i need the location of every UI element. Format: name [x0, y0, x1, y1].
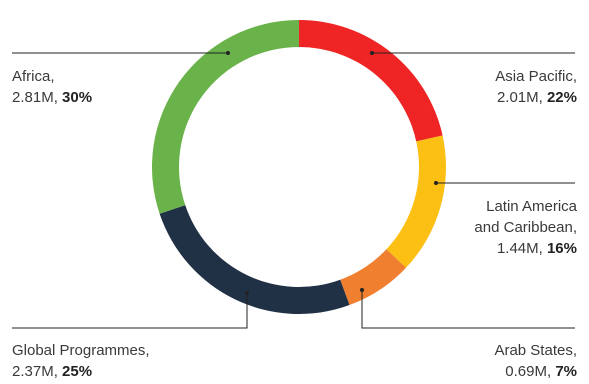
label-global-programmes-value: 2.37M, — [12, 363, 63, 380]
label-arab-states-values: 0.69M, 7% — [494, 361, 577, 382]
label-latin-america-value: 1.44M, — [496, 240, 547, 257]
label-asia-pacific-name: Asia Pacific, — [495, 68, 577, 85]
label-arab-states-name: Arab States, — [494, 342, 577, 359]
label-asia-pacific-value: 2.01M, — [496, 89, 547, 106]
label-arab-states-pct: 7% — [555, 363, 577, 380]
label-africa: Africa, 2.81M, 30% — [12, 66, 92, 108]
slice-asia-pacific — [299, 20, 443, 142]
leader-dot-arab-states — [360, 288, 364, 292]
label-latin-america-pct: 16% — [546, 240, 577, 257]
label-global-programmes: Global Programmes, 2.37M, 25% — [12, 340, 150, 382]
label-arab-states: Arab States, 0.69M, 7% — [494, 340, 577, 382]
slice-arab-states — [340, 249, 407, 306]
label-latin-america-values: 1.44M, 16% — [474, 238, 577, 259]
label-global-programmes-pct: 25% — [62, 363, 93, 380]
leader-dot-latin-america — [434, 181, 438, 185]
label-global-programmes-name: Global Programmes, — [12, 342, 150, 359]
label-arab-states-value: 0.69M, — [505, 363, 556, 380]
label-asia-pacific: Asia Pacific, 2.01M, 22% — [495, 66, 577, 108]
label-africa-pct: 30% — [62, 89, 93, 106]
leader-dot-africa — [226, 51, 230, 55]
slice-africa — [152, 20, 299, 214]
label-global-programmes-values: 2.37M, 25% — [12, 361, 150, 382]
leader-line-global-programmes — [12, 293, 248, 329]
label-africa-value: 2.81M, — [12, 89, 63, 106]
label-latin-america: Latin America and Caribbean, 1.44M, 16% — [474, 196, 577, 259]
label-asia-pacific-values: 2.01M, 22% — [495, 87, 577, 108]
slice-latin-america — [386, 135, 446, 268]
label-latin-america-name-line2: and Caribbean, — [474, 219, 577, 236]
leader-dot-global-programmes — [245, 291, 249, 295]
leader-line-arab-states — [361, 290, 575, 329]
label-latin-america-name-line1: Latin America — [486, 198, 577, 215]
slice-global-programmes — [159, 205, 350, 314]
label-africa-name: Africa, — [12, 68, 55, 85]
leader-dot-asia-pacific — [370, 51, 374, 55]
label-africa-values: 2.81M, 30% — [12, 87, 92, 108]
label-asia-pacific-pct: 22% — [546, 89, 577, 106]
